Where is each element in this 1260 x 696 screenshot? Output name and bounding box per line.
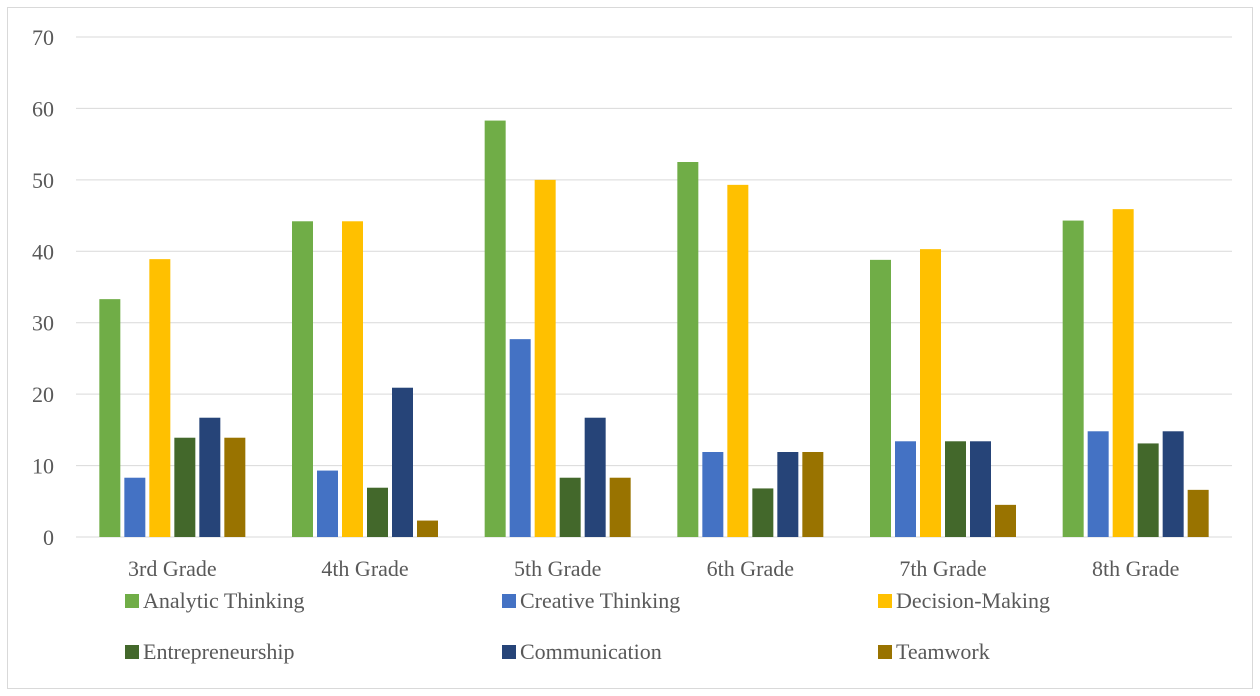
bar xyxy=(509,339,531,537)
bar xyxy=(777,452,799,537)
y-tick-label: 0 xyxy=(43,525,54,550)
bar xyxy=(224,437,246,537)
bar xyxy=(1187,489,1209,537)
x-category-label: 7th Grade xyxy=(899,556,986,581)
x-category-label: 4th Grade xyxy=(321,556,408,581)
y-tick-label: 60 xyxy=(32,96,54,121)
legend-label: Entrepreneurship xyxy=(143,639,295,664)
bar xyxy=(99,299,121,537)
bar xyxy=(534,179,556,537)
bar xyxy=(342,221,363,538)
legend-label: Decision-Making xyxy=(896,588,1050,613)
bar xyxy=(895,441,916,537)
bar xyxy=(702,452,724,537)
bar xyxy=(727,184,749,537)
legend-swatch xyxy=(502,645,516,659)
bar xyxy=(317,470,338,537)
legend-swatch xyxy=(502,594,516,608)
bar xyxy=(752,488,774,537)
bar xyxy=(920,249,941,537)
bar xyxy=(1062,220,1084,538)
bar xyxy=(1137,443,1159,537)
bar xyxy=(995,504,1016,537)
bar xyxy=(1162,431,1184,537)
bar xyxy=(149,259,171,537)
legend-swatch xyxy=(878,594,892,608)
bar xyxy=(609,477,631,537)
legend-swatch xyxy=(125,594,139,608)
y-tick-label: 50 xyxy=(32,168,54,193)
bar xyxy=(559,477,581,537)
x-category-label: 6th Grade xyxy=(707,556,794,581)
bar xyxy=(392,387,413,537)
bar xyxy=(1112,209,1134,537)
y-tick-label: 70 xyxy=(32,25,54,50)
y-tick-label: 20 xyxy=(32,382,54,407)
y-tick-label: 30 xyxy=(32,311,54,336)
legend-swatch xyxy=(125,645,139,659)
chart-frame xyxy=(7,7,1253,689)
bar xyxy=(367,487,388,537)
legend-label: Teamwork xyxy=(896,639,990,664)
bar xyxy=(199,417,221,537)
bar xyxy=(970,441,991,537)
bar xyxy=(677,162,699,537)
bar xyxy=(945,441,966,537)
bar xyxy=(174,437,196,537)
bar xyxy=(802,452,824,537)
bar xyxy=(584,417,606,537)
legend-swatch xyxy=(878,645,892,659)
bar xyxy=(1087,431,1109,537)
bar xyxy=(417,520,438,537)
bar xyxy=(124,477,146,537)
bar xyxy=(484,120,506,538)
y-tick-label: 40 xyxy=(32,239,54,264)
y-tick-label: 10 xyxy=(32,454,54,479)
legend-label: Analytic Thinking xyxy=(143,588,305,613)
x-category-label: 3rd Grade xyxy=(128,556,217,581)
x-category-label: 8th Grade xyxy=(1092,556,1179,581)
bar xyxy=(870,259,891,537)
bar xyxy=(292,221,313,538)
legend-label: Creative Thinking xyxy=(520,588,680,613)
legend-label: Communication xyxy=(520,639,662,664)
x-category-label: 5th Grade xyxy=(514,556,601,581)
